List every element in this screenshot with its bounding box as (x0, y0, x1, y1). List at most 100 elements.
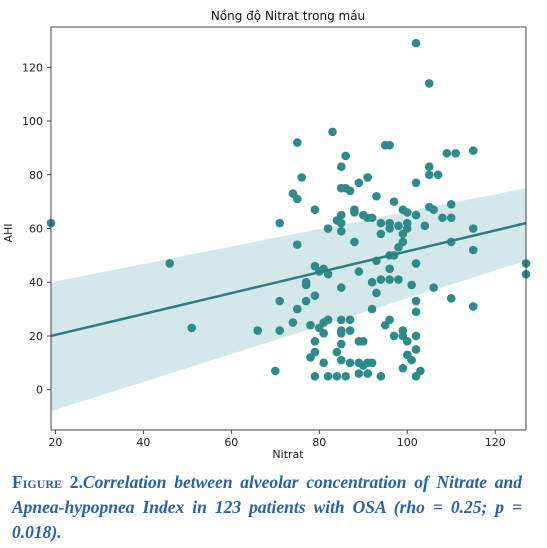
data-point (341, 371, 350, 381)
data-point (376, 229, 386, 239)
data-point (398, 326, 408, 335)
data-point (420, 221, 430, 231)
data-point (424, 170, 434, 180)
data-point (292, 304, 302, 314)
data-point (310, 337, 320, 346)
data-point (292, 138, 302, 147)
data-point (433, 170, 443, 180)
data-point (468, 245, 478, 255)
plot-area: 20 40 60 80 100 120 0 20 40 60 80 100 120 (22, 26, 531, 449)
y-tick-label: 80 (29, 169, 43, 182)
data-point (323, 224, 333, 233)
data-point (354, 178, 364, 188)
data-point (424, 79, 434, 88)
data-point (402, 218, 412, 228)
data-point (385, 218, 394, 228)
scatter-chart: Nồng độ Nitrat trong máu 20 40 60 80 100 120 0… (2, 9, 531, 461)
x-tick-label: 40 (136, 436, 150, 449)
data-point (468, 224, 478, 233)
data-point (416, 366, 425, 376)
data-point (297, 173, 306, 182)
data-point (165, 259, 175, 268)
x-tick-label: 80 (312, 436, 326, 449)
data-point (301, 296, 311, 306)
data-point (323, 315, 333, 325)
y-tick-label: 0 (36, 384, 43, 397)
data-point (275, 296, 285, 306)
x-tick-label: 100 (397, 436, 418, 449)
data-point (187, 323, 197, 333)
x-axis-label: Nitrat (272, 448, 304, 461)
data-point (411, 259, 421, 268)
data-point (402, 208, 412, 217)
y-axis-label: AHI (2, 223, 15, 242)
data-point (336, 315, 346, 325)
data-point (306, 320, 315, 330)
data-point (385, 275, 394, 284)
data-point (411, 296, 421, 306)
data-point (376, 371, 386, 381)
data-point (332, 347, 342, 357)
y-tick-label: 120 (22, 61, 43, 74)
x-tick-label: 60 (224, 436, 238, 449)
data-point (292, 194, 302, 204)
data-point (376, 218, 386, 228)
data-point (367, 213, 377, 223)
data-point (367, 277, 377, 287)
data-point (402, 337, 412, 346)
data-point (424, 162, 434, 172)
data-point (345, 358, 355, 368)
data-point (336, 226, 346, 236)
x-tick-label: 20 (48, 436, 62, 449)
data-point (310, 291, 320, 300)
data-point (429, 205, 438, 214)
data-point (363, 173, 372, 182)
y-tick-label: 20 (29, 330, 43, 343)
data-point (446, 200, 456, 209)
data-point (468, 302, 478, 311)
data-point (275, 326, 285, 335)
data-point (253, 326, 263, 335)
regression-line (50, 221, 527, 338)
data-point (332, 371, 342, 381)
data-point (354, 369, 364, 378)
data-point (394, 221, 403, 231)
chart-title: Nồng độ Nitrat trong máu (211, 9, 365, 23)
data-point (385, 315, 394, 325)
data-point (336, 355, 346, 365)
data-point (389, 197, 399, 206)
data-point (310, 347, 320, 357)
data-point (389, 331, 399, 341)
data-point (411, 345, 421, 354)
data-point (336, 218, 346, 228)
data-point (385, 140, 394, 150)
data-point (411, 210, 421, 220)
data-point (328, 127, 337, 137)
data-point (336, 162, 346, 172)
data-point (323, 269, 333, 279)
data-point (323, 371, 333, 381)
data-point (271, 366, 280, 376)
data-point (446, 213, 456, 223)
data-point (336, 339, 346, 349)
data-point (442, 148, 452, 158)
data-point (358, 337, 368, 346)
data-point (341, 151, 350, 161)
data-point (336, 283, 346, 292)
data-point (376, 275, 386, 284)
caption-text: Correlation between alveolar concentrati… (12, 472, 523, 542)
data-point (336, 210, 346, 220)
data-point (407, 280, 416, 290)
data-point (345, 326, 355, 335)
data-point (468, 146, 478, 155)
data-point (292, 240, 302, 249)
data-point (446, 294, 456, 303)
data-point (288, 318, 298, 327)
data-point (411, 331, 421, 341)
data-point (411, 38, 421, 48)
data-point (372, 288, 381, 298)
data-point (398, 363, 408, 373)
data-point (372, 191, 381, 201)
data-point (438, 213, 447, 223)
data-point (345, 315, 355, 325)
